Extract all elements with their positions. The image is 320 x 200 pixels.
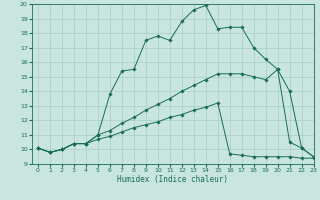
X-axis label: Humidex (Indice chaleur): Humidex (Indice chaleur) [117, 175, 228, 184]
